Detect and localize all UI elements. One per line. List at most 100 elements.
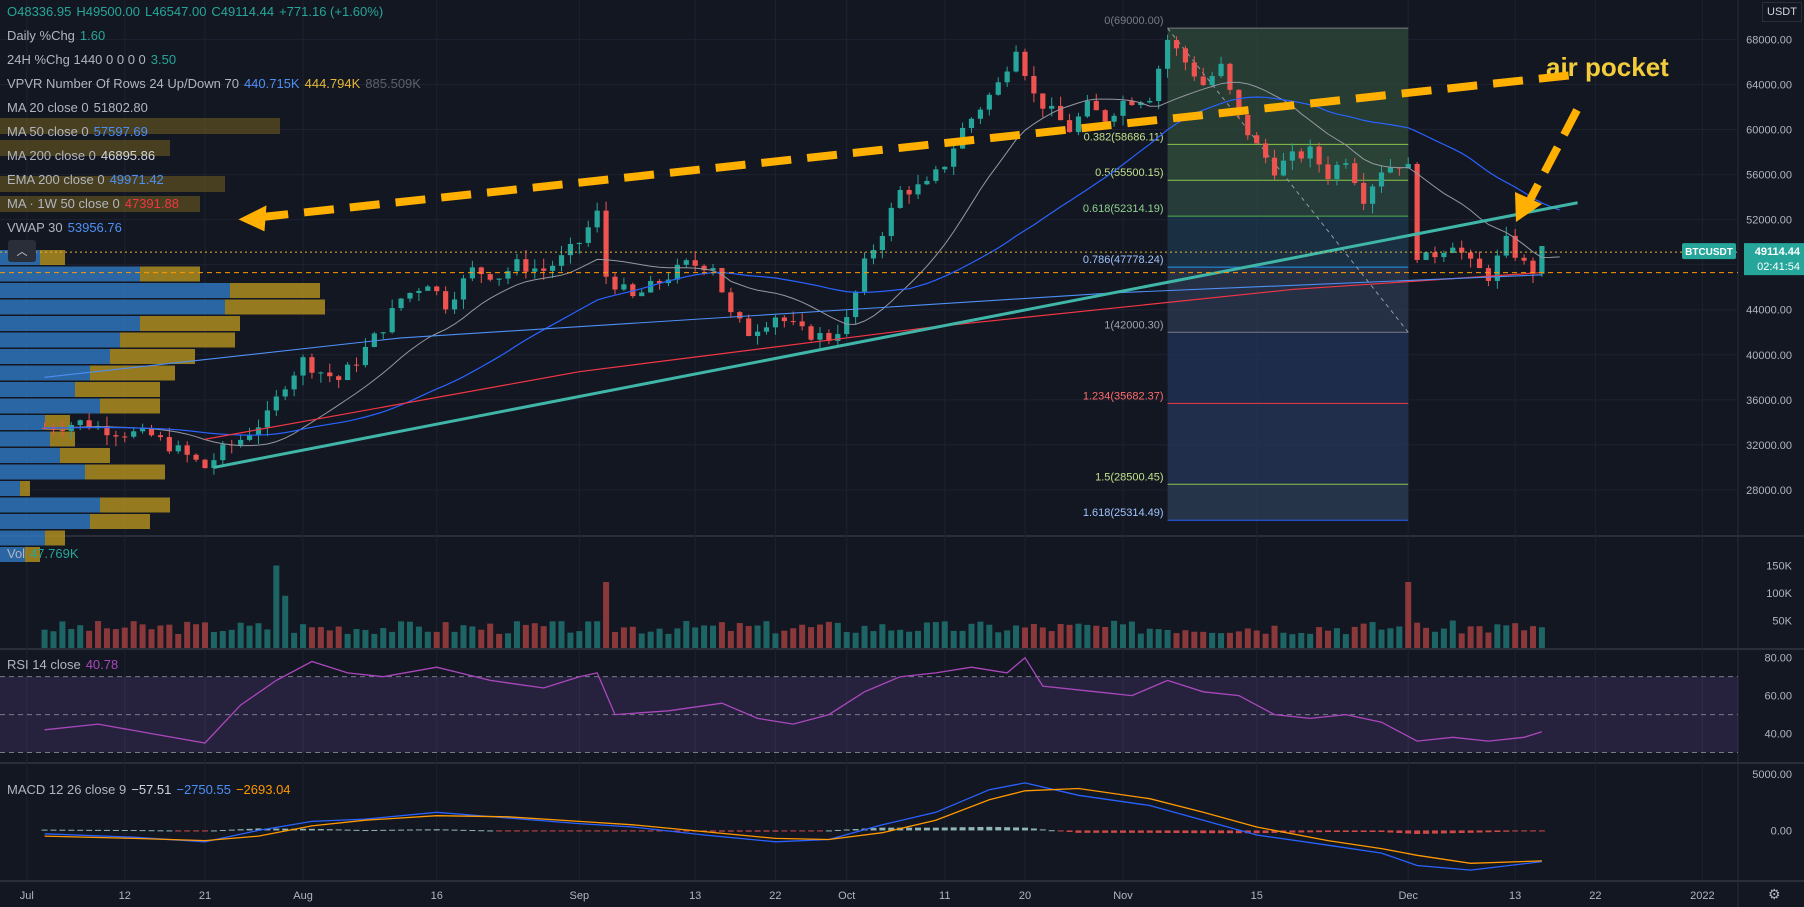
collapse-legend-button[interactable]: ︿ xyxy=(8,240,36,262)
candle-body xyxy=(1040,93,1046,109)
legend-ma50[interactable]: MA 50 close 0 57597.69 xyxy=(7,124,153,139)
legend-ma20[interactable]: MA 20 close 0 51802.80 xyxy=(7,100,153,115)
currency-button[interactable]: USDT xyxy=(1762,2,1802,22)
legend-label: MA · 1W 50 close 0 xyxy=(7,196,120,211)
legend-label: 24H %Chg 1440 0 0 0 0 xyxy=(7,52,146,67)
macd-histogram-bar xyxy=(1333,830,1340,833)
candle-body xyxy=(933,169,939,181)
candle-body xyxy=(1450,247,1456,253)
volume-bar xyxy=(201,622,208,648)
macd-histogram-bar xyxy=(968,827,975,831)
candle-body xyxy=(184,445,190,455)
volume-bar xyxy=(531,623,538,648)
candle-body xyxy=(193,454,199,460)
volume-bar xyxy=(308,627,315,648)
macd-histogram-bar xyxy=(1235,830,1242,834)
candle-body xyxy=(523,259,529,272)
legend-24h-chg[interactable]: 24H %Chg 1440 0 0 0 0 3.50 xyxy=(7,52,181,67)
macd-histogram-bar xyxy=(139,830,146,832)
macd-histogram-bar xyxy=(558,830,565,832)
candle-body xyxy=(1218,63,1224,77)
volume-bar xyxy=(1253,630,1260,648)
vpvr-bar-down xyxy=(50,431,75,447)
macd-histogram-bar xyxy=(736,830,743,832)
volume-bar xyxy=(1218,633,1225,648)
macd-histogram-bar xyxy=(959,827,966,831)
volume-bar xyxy=(692,627,699,648)
ma50-line xyxy=(44,96,1560,436)
macd-histogram-bar xyxy=(629,830,636,832)
legend-ma-1w[interactable]: MA · 1W 50 close 0 47391.88 xyxy=(7,196,184,211)
volume-bar xyxy=(540,626,547,648)
legend-ema200[interactable]: EMA 200 close 0 49971.42 xyxy=(7,172,169,187)
vpvr-bar-up xyxy=(0,415,45,430)
macd-histogram-bar xyxy=(531,830,538,832)
time-tick-label: Oct xyxy=(838,890,855,902)
legend-vwap[interactable]: VWAP 30 53956.76 xyxy=(7,220,127,235)
price-tick-label: 32000.00 xyxy=(1746,440,1792,452)
macd-histogram-bar xyxy=(1503,830,1510,832)
macd-histogram-bar xyxy=(95,829,102,831)
time-tick-label: Sep xyxy=(570,890,590,902)
legend-ma200[interactable]: MA 200 close 0 46895.86 xyxy=(7,148,160,163)
ohlc-change: +771.16 (+1.60%) xyxy=(279,4,384,19)
time-tick-label: 20 xyxy=(1019,890,1031,902)
legend-vpvr[interactable]: VPVR Number Of Rows 24 Up/Down 70 440.715… xyxy=(7,76,426,91)
legend-value: 47391.88 xyxy=(124,196,179,211)
macd-histogram-bar xyxy=(246,828,253,831)
legend-daily-chg[interactable]: Daily %Chg 1.60 xyxy=(7,28,110,43)
candle-body xyxy=(1405,163,1411,169)
macd-histogram-bar xyxy=(727,830,734,832)
candle-body xyxy=(710,268,716,271)
macd-histogram-bar xyxy=(1200,830,1207,834)
volume-bar xyxy=(852,632,859,648)
legend-value: −2693.04 xyxy=(235,782,291,797)
volume-bar xyxy=(362,629,369,648)
macd-histogram-bar xyxy=(1182,830,1189,834)
candle-body xyxy=(870,250,877,259)
legend-rsi[interactable]: RSI 14 close 40.78 xyxy=(7,657,123,672)
volume-bar xyxy=(1280,632,1287,648)
settings-gear-icon[interactable]: ⚙ xyxy=(1768,886,1781,902)
candle-body xyxy=(594,210,600,228)
candle-body xyxy=(603,210,609,277)
volume-bar xyxy=(1503,625,1510,648)
candle-body xyxy=(986,94,992,110)
volume-bar xyxy=(959,630,966,648)
vpvr-bar-down xyxy=(110,349,195,364)
macd-histogram-bar xyxy=(638,830,645,832)
volume-bar xyxy=(1378,629,1385,648)
volume-bar xyxy=(585,621,592,648)
macd-histogram-bar xyxy=(1351,830,1358,833)
candle-body xyxy=(719,268,725,293)
volume-bar xyxy=(166,624,173,648)
legend-value: 3.50 xyxy=(150,52,177,67)
volume-bar xyxy=(1467,626,1474,648)
macd-histogram-bar xyxy=(460,829,467,831)
candle-body xyxy=(737,312,743,319)
volume-bar xyxy=(656,628,663,648)
candle-body xyxy=(612,276,618,290)
volume-bar xyxy=(1102,626,1109,648)
candle-body xyxy=(131,431,137,437)
volume-bar xyxy=(1093,625,1100,648)
candle-body xyxy=(1387,167,1393,173)
legend-macd[interactable]: MACD 12 26 close 9 −57.51 −2750.55 −2693.04 xyxy=(7,782,296,797)
vpvr-bar-up xyxy=(0,497,100,513)
macd-histogram-bar xyxy=(130,830,137,832)
macd-histogram-bar xyxy=(1271,830,1278,833)
candle-body xyxy=(826,332,832,341)
legend-label: EMA 200 close 0 xyxy=(7,172,105,187)
legend-volume[interactable]: Vol 47.769K xyxy=(7,546,84,561)
fib-level-label: 0.618(52314.19) xyxy=(1083,203,1164,215)
volume-bar xyxy=(184,621,191,648)
volume-bar xyxy=(1271,625,1278,648)
candle-body xyxy=(425,286,431,291)
macd-histogram-bar xyxy=(567,830,574,832)
macd-histogram-bar xyxy=(1075,830,1082,833)
macd-histogram-bar xyxy=(576,830,583,832)
volume-bar xyxy=(103,628,110,648)
volume-bar xyxy=(603,582,610,648)
candle-body xyxy=(362,346,369,366)
